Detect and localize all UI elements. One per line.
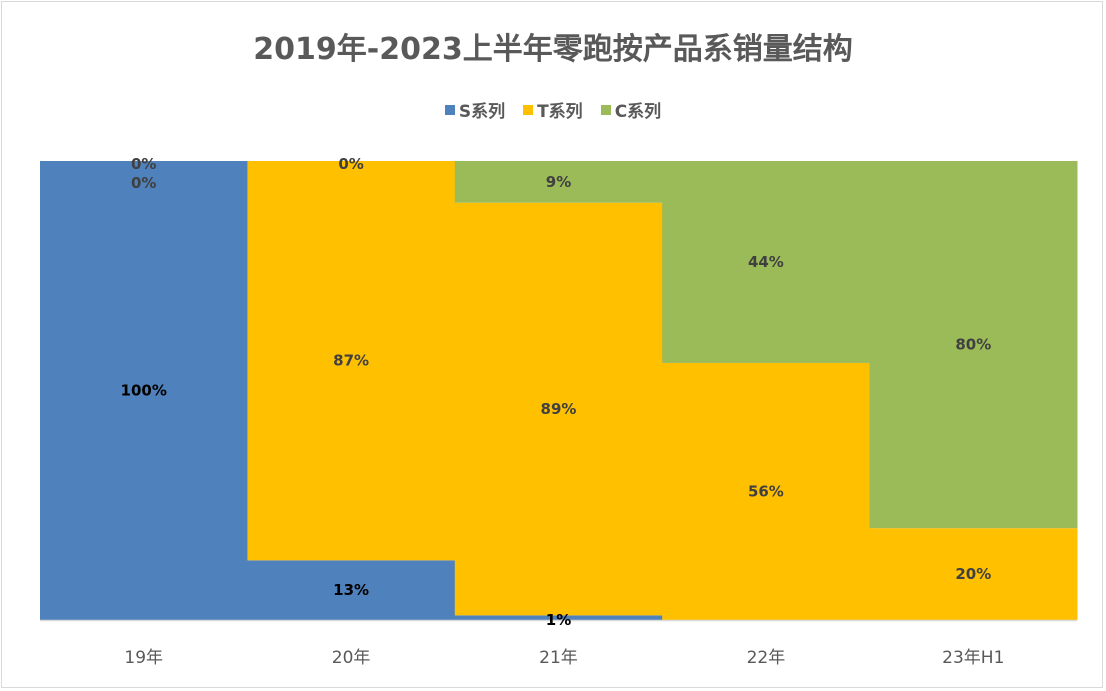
legend-swatch-t bbox=[523, 104, 534, 115]
x-tick-label: 20年 bbox=[332, 648, 371, 668]
bar-segment bbox=[40, 161, 248, 620]
data-label: 0% bbox=[131, 174, 156, 192]
bar-segment bbox=[454, 161, 663, 203]
legend-swatch-c bbox=[600, 104, 611, 115]
data-label: 1% bbox=[546, 611, 571, 629]
data-label: 87% bbox=[333, 352, 369, 370]
bar-segment bbox=[247, 560, 456, 620]
data-label: 0% bbox=[338, 155, 363, 173]
data-label: 100% bbox=[121, 382, 167, 400]
x-tick-label: 22年 bbox=[747, 648, 786, 668]
x-tick-label: 23年H1 bbox=[942, 648, 1004, 668]
legend: S系列 T系列 C系列 bbox=[0, 97, 1106, 122]
chart-title: 2019年-2023上半年零跑按产品系销量结构 bbox=[253, 32, 853, 67]
bar-segment bbox=[869, 161, 1078, 529]
bar-segment bbox=[454, 202, 663, 616]
data-label: 13% bbox=[333, 581, 369, 599]
bar-segment bbox=[662, 161, 871, 363]
legend-label-c: C系列 bbox=[614, 102, 662, 122]
legend-item-t[interactable]: T系列 bbox=[523, 97, 583, 122]
legend-item-c[interactable]: C系列 bbox=[600, 97, 662, 122]
bar-segment bbox=[454, 615, 663, 620]
legend-swatch-s bbox=[444, 104, 455, 115]
data-label: 89% bbox=[541, 400, 577, 418]
x-tick-label: 21年 bbox=[539, 648, 578, 668]
bar-segment bbox=[869, 528, 1078, 620]
data-label: 80% bbox=[955, 336, 991, 354]
data-label: 9% bbox=[546, 173, 571, 191]
bar-segment bbox=[662, 362, 871, 620]
data-label: 44% bbox=[748, 253, 784, 271]
legend-label-s: S系列 bbox=[458, 102, 506, 122]
legend-item-s[interactable]: S系列 bbox=[444, 97, 506, 122]
legend-label-t: T系列 bbox=[537, 102, 583, 122]
data-label: 0% bbox=[131, 155, 156, 173]
data-label: 20% bbox=[955, 565, 991, 583]
data-label: 56% bbox=[748, 482, 784, 500]
bar-segment bbox=[247, 161, 456, 561]
x-tick-label: 19年 bbox=[124, 648, 163, 668]
